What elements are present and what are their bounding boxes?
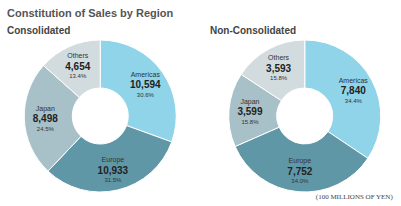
svg-text:8,498: 8,498 xyxy=(33,113,58,124)
svg-text:30.6%: 30.6% xyxy=(137,92,155,98)
svg-text:(100 MILLIONS OF YEN): (100 MILLIONS OF YEN) xyxy=(316,193,394,201)
svg-text:Americas: Americas xyxy=(339,77,369,84)
svg-text:7,840: 7,840 xyxy=(341,85,366,96)
svg-text:Japan: Japan xyxy=(36,105,55,113)
svg-text:34.0%: 34.0% xyxy=(291,178,309,184)
svg-text:Others: Others xyxy=(268,54,290,61)
svg-text:24.5%: 24.5% xyxy=(37,126,55,132)
svg-text:13.4%: 13.4% xyxy=(69,73,87,79)
svg-text:34.4%: 34.4% xyxy=(345,98,363,104)
svg-text:3,599: 3,599 xyxy=(237,106,262,117)
svg-text:15.8%: 15.8% xyxy=(270,75,288,81)
svg-text:Non-Consolidated: Non-Consolidated xyxy=(210,25,296,36)
svg-text:3,593: 3,593 xyxy=(266,63,291,74)
svg-text:4,654: 4,654 xyxy=(65,61,90,72)
svg-text:15.8%: 15.8% xyxy=(241,119,259,125)
svg-text:Consolidated: Consolidated xyxy=(7,25,70,36)
svg-text:Others: Others xyxy=(67,52,89,59)
svg-text:10,933: 10,933 xyxy=(98,165,129,176)
svg-text:Americas: Americas xyxy=(131,71,161,78)
svg-text:Europe: Europe xyxy=(289,157,312,165)
svg-text:Europe: Europe xyxy=(102,156,125,164)
svg-text:7,752: 7,752 xyxy=(287,166,312,177)
svg-text:Japan: Japan xyxy=(240,98,259,106)
svg-text:Constitution of Sales by Regio: Constitution of Sales by Region xyxy=(7,7,174,19)
svg-text:31.5%: 31.5% xyxy=(104,177,122,183)
svg-text:10,594: 10,594 xyxy=(130,79,161,90)
